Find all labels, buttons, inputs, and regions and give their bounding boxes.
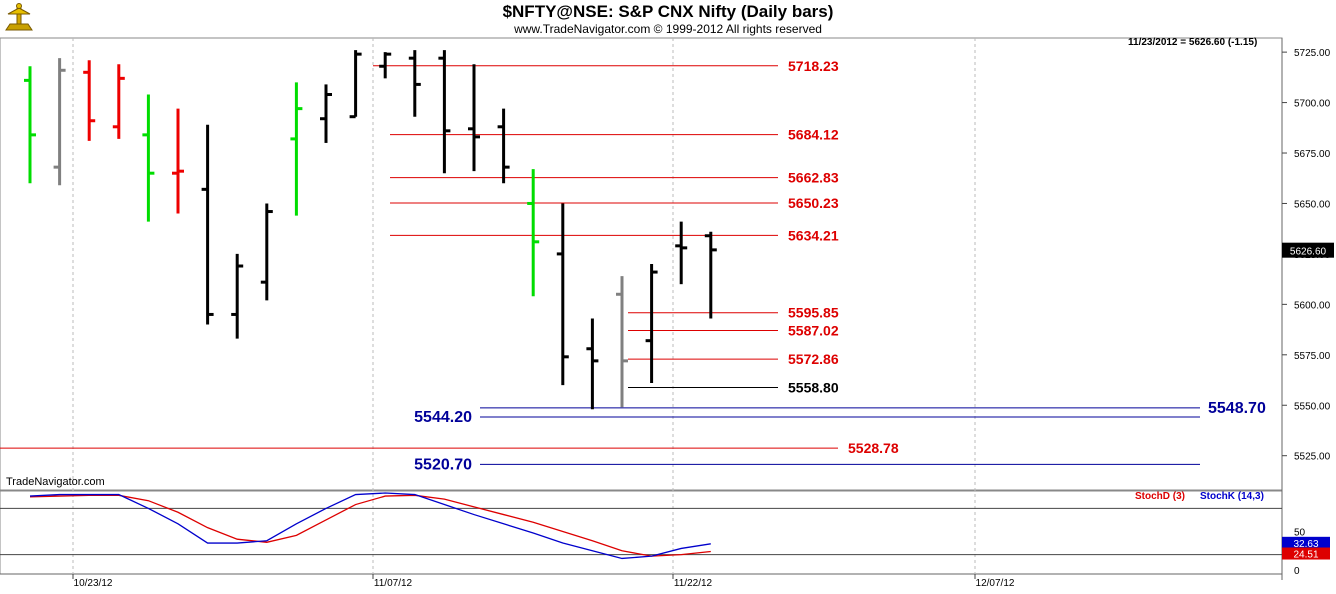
ohlc-bar — [112, 64, 125, 139]
ohlc-bar — [497, 108, 510, 184]
y-tick-label: 5650.00 — [1294, 199, 1331, 210]
price-pane — [0, 37, 1283, 491]
trade-navigator-logo-icon — [5, 3, 33, 31]
ohlc-bar — [290, 82, 303, 216]
ohlc-bar — [556, 203, 569, 386]
brand-watermark: TradeNavigator.com — [6, 476, 105, 488]
ohlc-bar — [24, 66, 36, 184]
ohlc-bar — [83, 60, 96, 141]
ohlc-bar — [616, 276, 628, 408]
stoch-k-line — [29, 492, 711, 560]
resistance-level-label: 5684.12 — [788, 127, 839, 143]
stoch-tick-label: 50 — [1294, 528, 1306, 539]
support-level-label: 5548.70 — [1208, 400, 1266, 417]
x-tick-label: 11/07/12 — [374, 578, 413, 589]
copyright-subtitle: www.TradeNavigator.com © 1999-2012 All r… — [514, 22, 822, 36]
x-tick-label: 10/23/12 — [74, 578, 113, 589]
stoch-d-value: 24.51 — [1293, 550, 1318, 561]
support-level-label: 5520.70 — [414, 456, 472, 473]
last-price-box — [1282, 242, 1334, 258]
ohlc-bar — [468, 64, 480, 172]
ohlc-bar — [704, 231, 717, 319]
support-level-red-label: 5528.78 — [848, 440, 899, 456]
stoch-d-legend: StochD (3) — [1135, 491, 1185, 502]
ohlc-bar — [586, 318, 599, 410]
ohlc-bar — [438, 50, 451, 174]
resistance-level-label: 5718.23 — [788, 58, 839, 74]
stoch-tick-label: 0 — [1294, 566, 1300, 577]
resistance-level-label: 5572.86 — [788, 351, 839, 367]
ohlc-bar — [379, 52, 392, 79]
last-price-status: 11/23/2012 = 5626.60 (-1.15) — [1128, 37, 1258, 48]
y-tick-label: 5550.00 — [1294, 401, 1331, 412]
y-tick-label: 5725.00 — [1294, 48, 1331, 59]
resistance-level-label: 5662.83 — [788, 170, 839, 186]
ohlc-bar — [172, 108, 184, 214]
y-tick-label: 5575.00 — [1294, 351, 1331, 362]
pivot-level-label: 5558.80 — [788, 379, 839, 395]
ohlc-bar — [260, 203, 273, 301]
ohlc-bar — [320, 84, 332, 143]
resistance-level-label: 5587.02 — [788, 323, 839, 339]
ohlc-bar — [142, 94, 155, 222]
last-price-label: 5626.60 — [1290, 247, 1327, 258]
resistance-level-label: 5634.21 — [788, 227, 839, 243]
x-tick-label: 11/22/12 — [674, 578, 713, 589]
stoch-k-box — [1282, 536, 1330, 549]
stoch-k-legend: StochK (14,3) — [1200, 491, 1264, 502]
y-tick-label: 5675.00 — [1294, 149, 1331, 160]
ohlc-bar — [201, 124, 214, 325]
ohlc-bar — [527, 169, 540, 297]
resistance-level-label: 5650.23 — [788, 195, 839, 211]
chart-title: $NFTY@NSE: S&P CNX Nifty (Daily bars) — [502, 2, 834, 21]
ohlc-bar — [349, 50, 362, 119]
chart-header: $NFTY@NSE: S&P CNX Nifty (Daily bars) ww… — [0, 0, 1336, 38]
resistance-level-label: 5595.85 — [788, 305, 839, 321]
support-level-label: 5544.20 — [414, 409, 472, 426]
ohlc-bar — [408, 50, 421, 117]
ohlc-bar — [675, 221, 688, 285]
y-tick-label: 5525.00 — [1294, 452, 1331, 463]
stoch-d-line — [29, 494, 711, 557]
y-tick-label: 5600.00 — [1294, 300, 1331, 311]
stoch-d-box — [1282, 547, 1330, 560]
ohlc-bar — [53, 58, 66, 186]
indicator-pane — [0, 490, 1283, 575]
ohlc-bar — [231, 253, 244, 339]
x-tick-label: 12/07/12 — [976, 578, 1015, 589]
ohlc-bar — [645, 264, 658, 384]
y-tick-label: 5700.00 — [1294, 99, 1331, 110]
stoch-k-value: 32.63 — [1293, 539, 1318, 550]
